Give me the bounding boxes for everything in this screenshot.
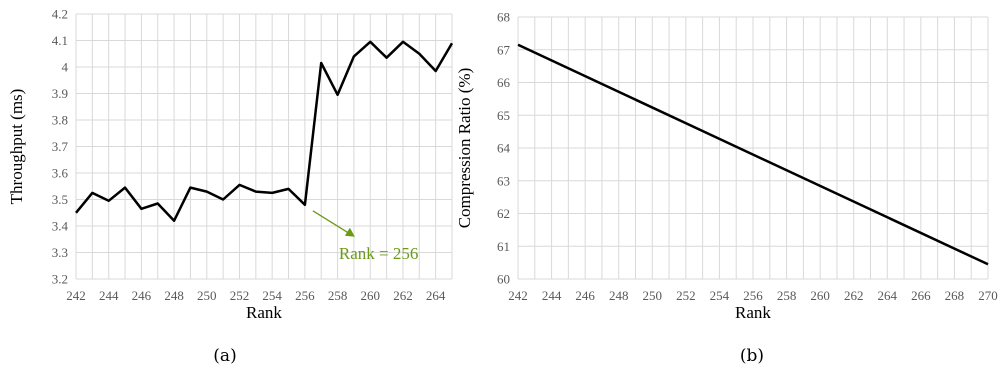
x-tick-label: 264 <box>878 288 898 303</box>
x-tick-label: 252 <box>230 288 250 303</box>
series-line <box>517 43 989 266</box>
x-tick-label: 262 <box>393 288 413 303</box>
annotation-label: Rank = 256 <box>339 244 418 263</box>
x-tick-label: 270 <box>978 288 998 303</box>
y-tick-label: 3.2 <box>52 272 68 287</box>
y-tick-label: 4.1 <box>52 33 68 48</box>
y-tick-label: 67 <box>497 42 511 57</box>
x-tick-label: 248 <box>609 288 629 303</box>
y-tick-label: 61 <box>497 239 510 254</box>
x-tick-label: 256 <box>743 288 763 303</box>
x-tick-label: 244 <box>542 288 562 303</box>
y-tick-label: 3.7 <box>52 139 69 154</box>
x-tick-label: 246 <box>575 288 595 303</box>
x-tick-label: 242 <box>66 288 86 303</box>
x-tick-label: 258 <box>777 288 797 303</box>
x-tick-label: 260 <box>361 288 381 303</box>
y-tick-label: 3.9 <box>52 86 68 101</box>
x-tick-label: 246 <box>132 288 152 303</box>
y-tick-label: 64 <box>497 141 511 156</box>
x-tick-label: 256 <box>295 288 315 303</box>
y-tick-label: 62 <box>497 206 510 221</box>
y-axis-title: Throughput (ms) <box>7 89 26 205</box>
y-tick-label: 60 <box>497 272 510 287</box>
subfigure-caption: (a) <box>213 346 236 366</box>
y-tick-label: 4.2 <box>52 7 68 22</box>
y-tick-label: 3.5 <box>52 192 68 207</box>
y-tick-label: 68 <box>497 10 510 25</box>
y-tick-label: 3.6 <box>52 166 69 181</box>
x-tick-label: 248 <box>164 288 184 303</box>
x-tick-label: 250 <box>643 288 663 303</box>
x-axis-title: Rank <box>735 303 771 322</box>
x-tick-label: 268 <box>945 288 965 303</box>
y-tick-label: 65 <box>497 108 510 123</box>
y-tick-label: 4 <box>62 60 69 75</box>
x-tick-label: 254 <box>710 288 730 303</box>
annotation-arrowhead <box>344 227 355 237</box>
x-tick-label: 242 <box>508 288 528 303</box>
y-tick-label: 3.3 <box>52 245 68 260</box>
x-tick-label: 250 <box>197 288 217 303</box>
y-tick-label: 63 <box>497 173 510 188</box>
x-tick-label: 252 <box>676 288 696 303</box>
chart-b: 60 61 62 63 64 65 66 67 68 242 244 246 248 250 252 254 2… <box>455 10 998 367</box>
x-tick-label: 244 <box>99 288 119 303</box>
x-tick-label: 254 <box>262 288 282 303</box>
subfigure-caption: (b) <box>740 346 764 366</box>
y-axis-title: Compression Ratio (%) <box>455 68 474 229</box>
x-tick-label: 260 <box>810 288 830 303</box>
x-tick-label: 264 <box>426 288 446 303</box>
series-line <box>75 40 454 222</box>
x-tick-label: 258 <box>328 288 348 303</box>
y-tick-label: 66 <box>497 75 511 90</box>
y-tick-label: 3.8 <box>52 113 68 128</box>
annotation-arrow <box>312 210 351 235</box>
chart-a: 3.2 3.3 3.4 3.5 3.6 3.7 3.8 3.9 4 4.1 4.2 242 244 246… <box>7 7 454 366</box>
x-tick-label: 262 <box>844 288 864 303</box>
x-tick-label: 266 <box>911 288 931 303</box>
x-axis-title: Rank <box>246 303 282 322</box>
y-tick-label: 3.4 <box>52 219 69 234</box>
